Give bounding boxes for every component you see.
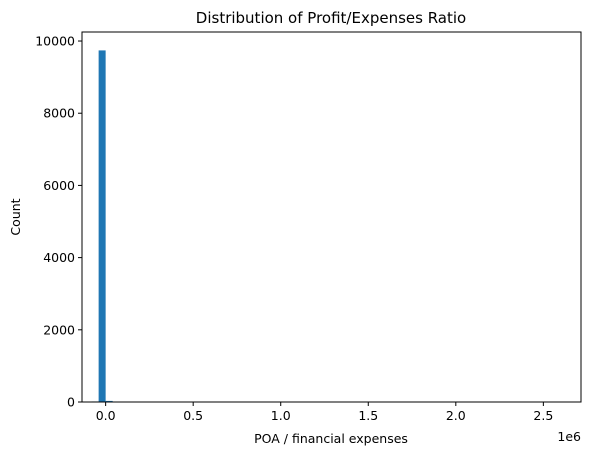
plot-frame <box>81 31 582 403</box>
y-axis-label: Count <box>8 198 23 235</box>
x-tick-label: 2.5 <box>533 408 553 423</box>
y-tick-label: 0 <box>67 395 75 410</box>
x-axis-label: POA / financial expenses <box>254 431 408 446</box>
y-tick-label: 2000 <box>43 322 75 337</box>
histogram-bar-2 <box>105 400 113 402</box>
x-axis-offset-label: 1e6 <box>557 429 581 444</box>
bars-group <box>91 50 127 403</box>
y-axis-ticks: 0 2000 4000 6000 8000 10000 <box>35 34 82 410</box>
histogram-bar-1 <box>98 50 106 402</box>
x-axis-ticks: 0.0 0.5 1.0 1.5 2.0 2.5 <box>96 402 553 423</box>
x-tick-label: 1.0 <box>271 408 291 423</box>
y-tick-label: 6000 <box>43 178 75 193</box>
x-tick-label: 2.0 <box>446 408 466 423</box>
y-tick-label: 10000 <box>35 34 75 49</box>
x-tick-label: 0.5 <box>183 408 203 423</box>
x-tick-label: 1.5 <box>358 408 378 423</box>
y-tick-label: 8000 <box>43 106 75 121</box>
y-tick-label: 4000 <box>43 250 75 265</box>
x-tick-label: 0.0 <box>96 408 116 423</box>
chart-title: Distribution of Profit/Expenses Ratio <box>196 9 466 27</box>
